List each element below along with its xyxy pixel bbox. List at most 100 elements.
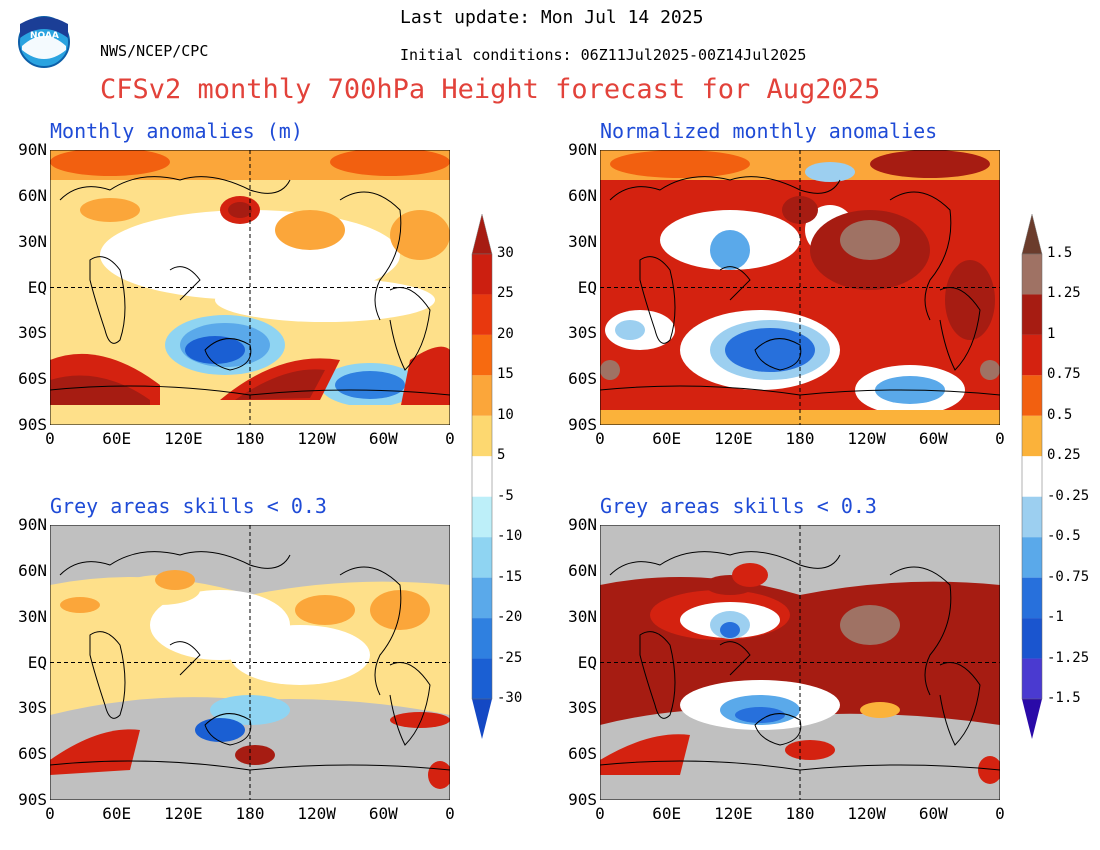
colorbar-segment bbox=[1022, 537, 1042, 578]
colorbar-segment bbox=[1022, 456, 1042, 497]
colorbar-left-bar bbox=[471, 214, 493, 739]
x-tick-label: 0 bbox=[595, 804, 605, 823]
colorbar-segment bbox=[472, 658, 492, 699]
colorbar-segment bbox=[472, 334, 492, 376]
x-tick-label: 0 bbox=[45, 804, 55, 823]
colorbar-segment bbox=[472, 415, 492, 457]
x-tick-label: 120W bbox=[847, 429, 886, 448]
y-tick-label: 90N bbox=[568, 140, 597, 159]
y-tick-label: 90S bbox=[18, 790, 47, 809]
colorbar-segment bbox=[472, 294, 492, 335]
x-tick-label: 180 bbox=[785, 804, 815, 823]
colorbar-label: -1.5 bbox=[1047, 690, 1081, 706]
map-top-right bbox=[600, 150, 1000, 425]
colorbar-label: 1.5 bbox=[1047, 245, 1073, 261]
colorbar-segment bbox=[471, 214, 493, 255]
x-tick-label: 60W bbox=[918, 429, 948, 448]
colorbar-segment bbox=[1022, 415, 1042, 457]
colorbar-label: 5 bbox=[497, 447, 506, 464]
y-tick-label: 30N bbox=[568, 231, 597, 251]
x-tick-label: 0 bbox=[445, 804, 455, 823]
colorbar-label: 30 bbox=[497, 245, 514, 261]
y-tick-label: 90N bbox=[568, 515, 597, 534]
noaa-logo-icon bbox=[18, 16, 70, 68]
y-tick-label: 30N bbox=[18, 231, 47, 251]
colorbar-right: 1.5 1.25 1 0.75 0.5 0.25 -0.25 -0.5 -0.75 -1 -1.25… bbox=[1021, 214, 1091, 739]
colorbar-segment bbox=[1022, 699, 1042, 739]
colorbar-label: -30 bbox=[497, 690, 523, 706]
x-tick-label: 0 bbox=[995, 804, 1005, 823]
colorbar-label: -0.5 bbox=[1047, 528, 1081, 545]
x-tick-label: 0 bbox=[45, 429, 55, 448]
colorbar-label: -25 bbox=[497, 649, 523, 666]
initial-conditions: Initial conditions: 06Z11Jul2025-00Z14Ju… bbox=[400, 46, 807, 64]
x-tick-label: 60E bbox=[102, 429, 132, 448]
colorbar-label: -20 bbox=[497, 609, 523, 626]
x-tick-label: 120W bbox=[847, 804, 886, 823]
panel-title-top-right: Normalized monthly anomalies bbox=[600, 119, 938, 143]
colorbar-label: -1.25 bbox=[1047, 649, 1090, 666]
colorbar-label: 20 bbox=[497, 325, 514, 342]
map-top-left bbox=[50, 150, 450, 425]
colorbar-segment bbox=[472, 618, 492, 659]
agency-label: NWS/NCEP/CPC bbox=[100, 42, 209, 60]
y-tick-label: 90N bbox=[18, 140, 47, 159]
colorbar-segment bbox=[1022, 375, 1042, 416]
y-tick-label: 60N bbox=[568, 185, 597, 205]
colorbar-segment bbox=[1022, 254, 1042, 295]
x-tick-label: 60W bbox=[368, 804, 398, 823]
colorbar-segment bbox=[1021, 214, 1043, 255]
y-tick-label: 90S bbox=[18, 415, 47, 434]
colorbar-label: -10 bbox=[497, 528, 523, 545]
colorbar-segment bbox=[472, 375, 492, 416]
noaa-logo: NOAA bbox=[18, 16, 70, 68]
colorbar-segment bbox=[1022, 658, 1042, 699]
y-tick-label: 30S bbox=[18, 698, 47, 718]
x-tick-label: 120E bbox=[164, 429, 203, 448]
x-tick-label: 0 bbox=[595, 429, 605, 448]
y-tick-label: 30S bbox=[568, 323, 597, 343]
y-tick-label: EQ bbox=[577, 652, 597, 672]
colorbar-label: 1 bbox=[1047, 325, 1056, 342]
panel-title-bottom-right: Grey areas skills < 0.3 bbox=[600, 494, 877, 518]
last-update: Last update: Mon Jul 14 2025 bbox=[400, 7, 704, 28]
y-tick-label: 60S bbox=[568, 744, 597, 764]
colorbar-right-bar bbox=[1021, 214, 1043, 739]
panel-title-top-left: Monthly anomalies (m) bbox=[50, 119, 303, 143]
y-tick-label: 60N bbox=[18, 185, 47, 205]
noaa-logo-text: NOAA bbox=[30, 31, 59, 41]
y-tick-label: 60N bbox=[18, 560, 47, 580]
colorbar-segment bbox=[1022, 577, 1042, 619]
y-tick-label: 30N bbox=[18, 606, 47, 626]
y-tick-label: 90S bbox=[568, 415, 597, 434]
colorbar-segment bbox=[472, 456, 492, 497]
colorbar-label: 25 bbox=[497, 285, 514, 302]
y-tick-label: 30S bbox=[18, 323, 47, 343]
colorbar-label: 15 bbox=[497, 366, 514, 383]
panel-title-bottom-left: Grey areas skills < 0.3 bbox=[50, 494, 327, 518]
y-tick-label: 90S bbox=[568, 790, 597, 809]
main-title: CFSv2 monthly 700hPa Height forecast for… bbox=[100, 74, 881, 105]
colorbar-label: 0.5 bbox=[1047, 406, 1073, 423]
y-tick-label: 30N bbox=[568, 606, 597, 626]
map-bottom-right bbox=[600, 525, 1000, 800]
x-tick-label: 180 bbox=[235, 804, 265, 823]
colorbar-segment bbox=[1022, 618, 1042, 659]
y-tick-label: EQ bbox=[27, 652, 47, 672]
y-tick-label: 30S bbox=[568, 698, 597, 718]
colorbar-segment bbox=[472, 254, 492, 295]
x-tick-label: 60W bbox=[918, 804, 948, 823]
colorbar-segment bbox=[1022, 334, 1042, 376]
colorbar-label: -5 bbox=[497, 487, 514, 504]
colorbar-segment bbox=[472, 496, 492, 538]
y-tick-label: EQ bbox=[27, 277, 47, 297]
colorbar-label: -0.75 bbox=[1047, 568, 1090, 585]
colorbar-label: 0.25 bbox=[1047, 447, 1081, 464]
colorbar-segment bbox=[472, 577, 492, 619]
y-tick-label: 60S bbox=[568, 369, 597, 389]
colorbar-segment bbox=[1022, 294, 1042, 335]
x-tick-label: 120W bbox=[297, 804, 336, 823]
y-tick-label: 60N bbox=[568, 560, 597, 580]
x-tick-label: 120E bbox=[164, 804, 203, 823]
colorbar-label: 1.25 bbox=[1047, 285, 1081, 302]
